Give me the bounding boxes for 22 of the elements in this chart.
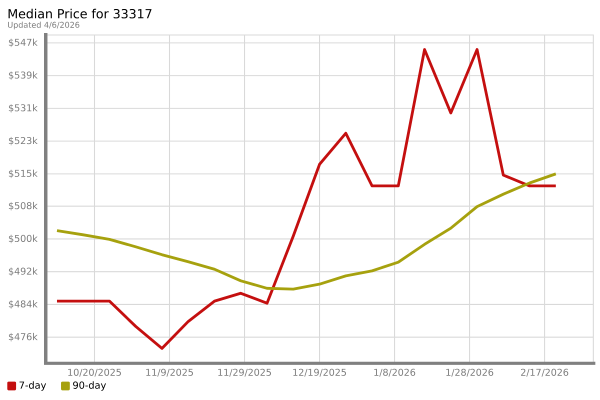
- chart-subtitle: Updated 4/6/2026: [8, 22, 80, 30]
- x-tick-label: 10/20/2025: [68, 368, 121, 377]
- x-tick-label: 12/19/2025: [293, 368, 346, 377]
- y-tick-label: $523k: [8, 136, 38, 146]
- x-tick-label: 11/29/2025: [218, 368, 271, 377]
- y-tick-label: $515k: [8, 170, 38, 178]
- y-tick-label: $539k: [8, 71, 38, 80]
- y-tick-label: $547k: [8, 38, 38, 48]
- x-tick-label: 11/9/2025: [146, 368, 193, 377]
- chart-title: Median Price for 33317: [8, 8, 152, 18]
- x-tick-label: 2/17/2026: [521, 368, 568, 377]
- y-tick-label: $476k: [8, 332, 38, 342]
- y-tick-label: $500k: [8, 234, 38, 244]
- y-tick-label: $484k: [8, 300, 38, 309]
- x-tick-label: 1/8/2026: [374, 368, 416, 377]
- legend-label: 7-day: [20, 381, 46, 391]
- y-tick-label: $492k: [8, 267, 38, 276]
- line-series: [56, 172, 558, 291]
- legend-label: 90-day: [73, 381, 106, 391]
- y-tick-label: $531k: [8, 104, 38, 113]
- x-tick-label: 1/28/2026: [446, 368, 494, 377]
- y-tick-label: $508k: [8, 202, 38, 211]
